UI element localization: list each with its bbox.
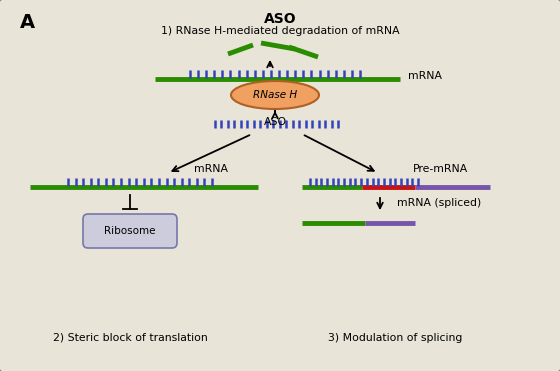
- Ellipse shape: [231, 81, 319, 109]
- Text: mRNA (spliced): mRNA (spliced): [397, 198, 481, 208]
- Text: 1) RNase H-mediated degradation of mRNA: 1) RNase H-mediated degradation of mRNA: [161, 26, 399, 36]
- Text: Pre-mRNA: Pre-mRNA: [413, 164, 468, 174]
- Text: mRNA: mRNA: [408, 71, 442, 81]
- Text: 3) Modulation of splicing: 3) Modulation of splicing: [328, 333, 462, 343]
- Text: RNase H: RNase H: [253, 90, 297, 100]
- Text: Ribosome: Ribosome: [104, 226, 156, 236]
- Text: ASO: ASO: [264, 12, 296, 26]
- FancyBboxPatch shape: [83, 214, 177, 248]
- Text: ASO: ASO: [263, 117, 287, 127]
- Text: 2) Steric block of translation: 2) Steric block of translation: [53, 333, 207, 343]
- Text: A: A: [20, 13, 35, 32]
- Text: mRNA: mRNA: [194, 164, 228, 174]
